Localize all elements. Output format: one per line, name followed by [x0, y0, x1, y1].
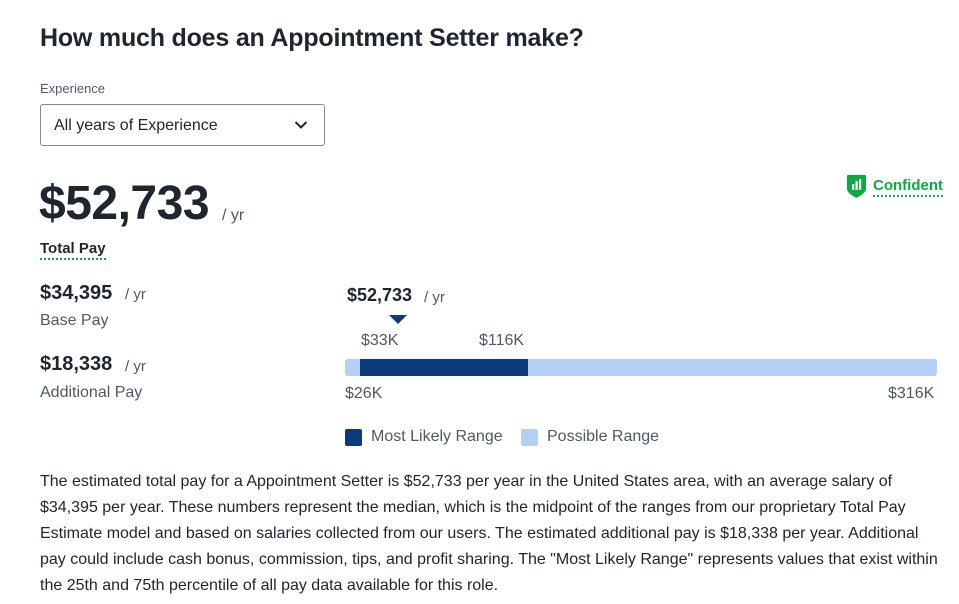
- legend-possible-swatch: [521, 428, 538, 446]
- median-pay-amount: $52,733: [347, 285, 413, 305]
- total-pay-amount: $52,733: [39, 177, 210, 230]
- legend-likely: Most Likely Range: [345, 428, 503, 446]
- possible-range-high-label: $316K: [888, 385, 935, 402]
- total-pay-unit: / yr: [222, 207, 245, 224]
- median-pay-unit: / yr: [424, 289, 445, 306]
- base-pay-label: Base Pay: [40, 312, 109, 329]
- possible-range-low-label: $26K: [345, 385, 383, 402]
- legend-likely-swatch: [345, 428, 362, 446]
- legend-likely-label: Most Likely Range: [371, 428, 503, 445]
- base-pay-amount: $34,395: [40, 282, 113, 304]
- chevron-down-icon: [294, 121, 308, 129]
- additional-pay-amount: $18,338: [40, 353, 113, 375]
- base-pay-unit: / yr: [125, 286, 146, 303]
- additional-pay-label: Additional Pay: [40, 384, 143, 401]
- additional-pay-unit: / yr: [125, 358, 146, 375]
- confidence-shield-icon: [847, 175, 866, 198]
- likely-range-low-label: $33K: [361, 332, 399, 349]
- likely-range-high-label: $116K: [479, 332, 525, 349]
- median-marker: [389, 315, 407, 324]
- legend-possible-label: Possible Range: [547, 428, 660, 445]
- experience-label: Experience: [40, 81, 106, 96]
- total-pay-label[interactable]: Total Pay: [40, 240, 106, 260]
- experience-dropdown[interactable]: All years of Experience: [40, 104, 325, 146]
- page-title: How much does an Appointment Setter make…: [40, 24, 584, 52]
- legend-possible: Possible Range: [521, 428, 659, 446]
- pay-description: The estimated total pay for a Appointmen…: [40, 473, 938, 594]
- confidence-badge[interactable]: Confident: [846, 174, 943, 199]
- experience-dropdown-value: All years of Experience: [54, 117, 218, 134]
- confidence-label: Confident: [873, 177, 943, 197]
- likely-range-bar: [360, 359, 528, 376]
